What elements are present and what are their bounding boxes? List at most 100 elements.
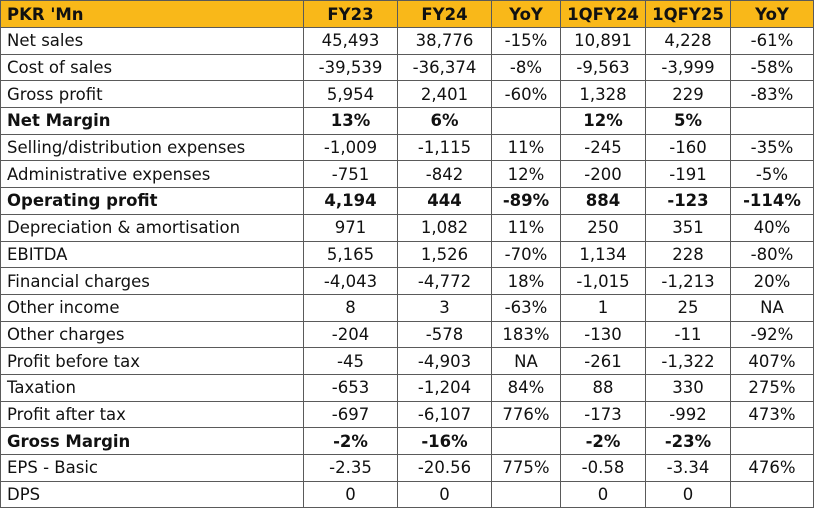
table-cell: -200 [560,160,646,189]
table-cell: -20.56 [397,454,492,482]
row-label: Other charges [0,320,304,349]
table-cell: -4,903 [397,347,492,375]
table-cell: -61% [730,27,814,55]
table-row: Other charges -204 -578 183% -130 -11 -92% [0,320,814,349]
table-cell: 0 [645,480,731,508]
table-row: EPS - Basic -2.35 -20.56 775% -0.58 -3.34 476% [0,454,814,482]
column-header-1qfy24: 1QFY24 [560,0,646,28]
row-label: Cost of sales [0,53,304,82]
table-cell: -245 [560,133,646,162]
table-row: Administrative expenses -751 -842 12% -200 -1… [0,160,814,189]
table-cell: -58% [730,53,814,82]
row-label: Depreciation & amortisation [0,213,304,242]
row-label: DPS [0,480,304,508]
table-cell: 6% [397,107,492,135]
table-cell: -204 [303,320,398,349]
table-cell: 12% [560,107,646,135]
table-cell: -191 [645,160,731,189]
table-cell: 183% [491,320,561,349]
table-cell: -578 [397,320,492,349]
table-cell: -123 [645,187,731,215]
table-cell: -3.34 [645,454,731,482]
table-header: PKR 'Mn FY23 FY24 YoY 1QFY24 1QFY25 YoY [0,0,814,28]
table-cell: -9,563 [560,53,646,82]
table-cell: -83% [730,80,814,109]
table-cell: 3 [397,293,492,322]
row-label: Operating profit [0,187,304,215]
table-cell [491,427,561,455]
table-row: Depreciation & amortisation 971 1,082 11% 25… [0,213,814,242]
table-cell: -1,213 [645,267,731,295]
table-cell: 12% [491,160,561,189]
table-cell: 18% [491,267,561,295]
table-cell: 11% [491,213,561,242]
table-row: DPS 0 0 0 0 [0,480,814,508]
table-body: Net sales 45,493 38,776 -15% 10,891 4,228 -61%… [0,27,814,508]
table-cell: -36,374 [397,53,492,82]
row-label: Financial charges [0,267,304,295]
table-cell: 2,401 [397,80,492,109]
row-label: Profit before tax [0,347,304,375]
row-label: Net sales [0,27,304,55]
table-cell: 407% [730,347,814,375]
table-cell: -751 [303,160,398,189]
table-cell: 275% [730,373,814,402]
table-cell: 0 [397,480,492,508]
table-cell: NA [730,293,814,322]
table-cell: 1 [560,293,646,322]
table-cell: 1,328 [560,80,646,109]
table-cell: -89% [491,187,561,215]
table-row: Gross Margin -2% -16% -2% -23% [0,427,814,455]
table-cell: 88 [560,373,646,402]
table-cell: -842 [397,160,492,189]
table-cell: -160 [645,133,731,162]
table-cell: 0 [303,480,398,508]
row-label: Gross Margin [0,427,304,455]
row-label: Administrative expenses [0,160,304,189]
table-row: Taxation -653 -1,204 84% 88 330 275% [0,373,814,402]
table-cell: 1,082 [397,213,492,242]
table-cell: 84% [491,373,561,402]
table-cell: -653 [303,373,398,402]
table-cell: 40% [730,213,814,242]
table-cell: -992 [645,400,731,429]
column-header-1qfy25: 1QFY25 [645,0,731,28]
table-cell: 1,526 [397,240,492,269]
table-cell: -114% [730,187,814,215]
table-cell [491,107,561,135]
table-cell: -15% [491,27,561,55]
table-cell [491,480,561,508]
table-cell: -80% [730,240,814,269]
table-cell: -173 [560,400,646,429]
table-cell: -8% [491,53,561,82]
table-cell: -39,539 [303,53,398,82]
table-cell: -2% [560,427,646,455]
table-cell: 250 [560,213,646,242]
row-label: Net Margin [0,107,304,135]
table-cell: 11% [491,133,561,162]
row-label: Selling/distribution expenses [0,133,304,162]
table-cell: -60% [491,80,561,109]
table-cell: 0 [560,480,646,508]
row-label: Other income [0,293,304,322]
column-header-unit: PKR 'Mn [0,0,304,28]
table-cell: -63% [491,293,561,322]
table-cell: NA [491,347,561,375]
table-cell: 775% [491,454,561,482]
table-cell: -0.58 [560,454,646,482]
table-row: Net sales 45,493 38,776 -15% 10,891 4,228 -61% [0,27,814,55]
table-row: Cost of sales -39,539 -36,374 -8% -9,563 -3,9… [0,53,814,82]
table-cell: -45 [303,347,398,375]
table-cell: -130 [560,320,646,349]
table-cell: -70% [491,240,561,269]
table-cell: -2% [303,427,398,455]
column-header-fy24: FY24 [397,0,492,28]
table-cell: 228 [645,240,731,269]
table-cell: -6,107 [397,400,492,429]
table-row: Gross profit 5,954 2,401 -60% 1,328 229 -83% [0,80,814,109]
table-cell: -1,015 [560,267,646,295]
column-header-yoy-quarterly: YoY [730,0,814,28]
table-cell: 5,954 [303,80,398,109]
table-row: Selling/distribution expenses -1,009 -1,11… [0,133,814,162]
